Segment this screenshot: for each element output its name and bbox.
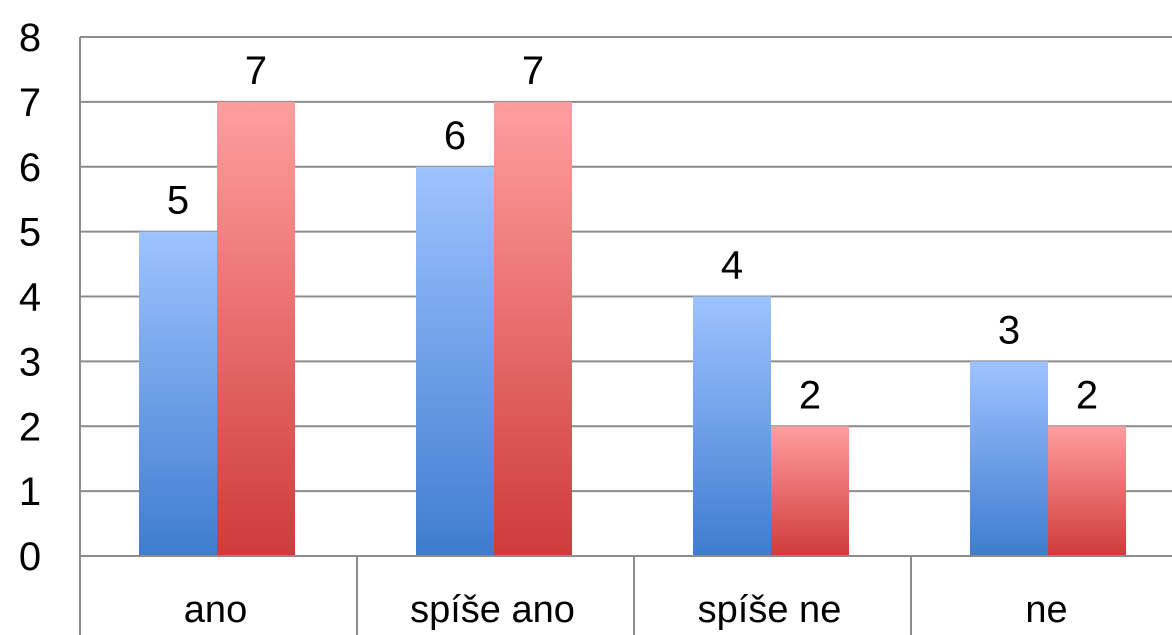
- y-tick-label: 2: [19, 405, 41, 449]
- y-tick-label: 6: [19, 146, 41, 190]
- x-category-label: ano: [184, 589, 247, 631]
- data-label: 2: [1076, 373, 1098, 417]
- bar-series-0: [693, 296, 771, 556]
- bars: [139, 101, 1126, 556]
- y-tick-label: 8: [19, 16, 41, 60]
- axes: [79, 37, 1172, 635]
- data-label: 4: [721, 244, 743, 288]
- bar-series-1: [217, 101, 295, 556]
- data-label: 3: [998, 308, 1020, 352]
- data-label: 7: [245, 49, 267, 93]
- x-category-label: spíše ano: [410, 589, 575, 631]
- data-label: 5: [167, 179, 189, 223]
- y-tick-label: 1: [19, 470, 41, 514]
- x-category-label: spíše ne: [698, 589, 842, 631]
- y-tick-label: 4: [19, 276, 41, 320]
- y-tick-label: 0: [19, 535, 41, 579]
- data-label: 7: [522, 49, 544, 93]
- labels: 0 1 2 3 4 5 6 7 8 5 7 ano 6 7 spíše ano 4 2 spíše ne 3 2 ne: [19, 16, 1098, 631]
- bar-series-0: [139, 231, 217, 556]
- bar-series-1: [1048, 426, 1126, 556]
- data-label: 6: [444, 114, 466, 158]
- x-category-label: ne: [1025, 589, 1067, 631]
- bar-series-1: [494, 101, 572, 556]
- y-tick-label: 7: [19, 81, 41, 125]
- data-label: 2: [799, 373, 821, 417]
- bar-series-1: [771, 426, 849, 556]
- bar-series-0: [970, 361, 1048, 556]
- bar-series-0: [416, 166, 494, 556]
- y-tick-label: 5: [19, 211, 41, 255]
- y-tick-label: 3: [19, 340, 41, 384]
